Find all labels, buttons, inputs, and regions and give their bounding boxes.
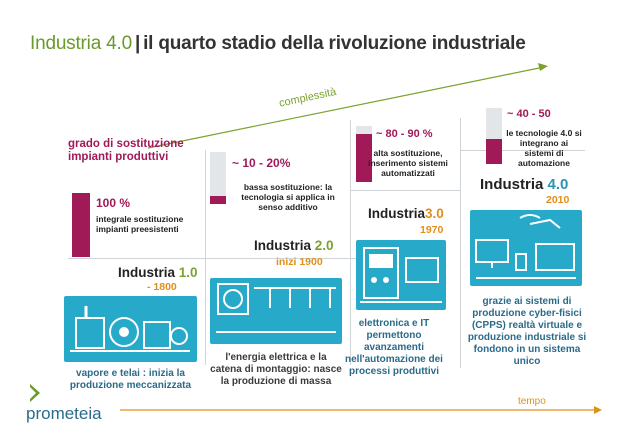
grid-line — [350, 120, 351, 365]
grid-line — [205, 258, 360, 259]
grid-line — [68, 258, 228, 259]
title-part2: il quarto stadio della rivoluzione indus… — [143, 33, 526, 54]
stage1-bar-fill — [72, 193, 90, 257]
stage1-substitution: integrale sostituzione impianti preesist… — [96, 214, 184, 234]
grid-line — [350, 190, 460, 191]
stage2-name: Industria — [254, 238, 312, 253]
stage1-percent: 100 % — [96, 196, 131, 210]
time-label: tempo — [518, 396, 546, 407]
stage4-name: Industria — [480, 176, 544, 193]
stage4-substitution: le tecnologie 4.0 si integrano ai sistem… — [506, 128, 582, 168]
stage3-percent: ~ 80 - 90 % — [376, 128, 433, 140]
stage1-name: Industria — [118, 265, 176, 280]
stage1-description: vapore e telai : inizia la produzione me… — [69, 368, 192, 391]
stage3-title: Industria3.0 — [368, 206, 444, 221]
stage3-bar-fill — [356, 134, 372, 182]
stage2-title: Industria 2.0 — [254, 238, 334, 253]
stage3-year: 1970 — [420, 224, 444, 236]
y-axis-label: grado di sostituzione impianti produttiv… — [68, 138, 184, 163]
stage1-title: Industria 1.0 — [118, 265, 198, 280]
stage4-version: 4.0 — [547, 176, 569, 193]
stage2-description: l'energia elettrica e la catena di monta… — [210, 352, 342, 387]
stage2-substitution: bassa sostituzione: la tecnologia si app… — [241, 182, 335, 212]
stage4-title: Industria 4.0 — [480, 176, 568, 193]
stage2-bar-bg — [210, 152, 226, 204]
stage2-bar-fill — [210, 196, 226, 204]
prometeia-logo-icon — [30, 384, 40, 402]
stage2-year: inizi 1900 — [276, 256, 323, 268]
stage1-illustration — [64, 296, 197, 362]
cyber-physical-icon — [475, 214, 576, 279]
grid-line — [460, 118, 461, 368]
stage4-description: grazie ai sistemi di produzione cyber-fi… — [467, 296, 587, 367]
page-title: Industria 4.0 | il quarto stadio della riv… — [30, 33, 526, 55]
title-part1: Industria 4.0 — [30, 33, 132, 54]
stage2-illustration — [210, 278, 342, 344]
stage3-description: elettronica e IT permettono avanzamenti … — [345, 318, 443, 377]
stage3-version: 3.0 — [425, 206, 444, 221]
stage4-year: 2010 — [546, 194, 570, 206]
steam-machine-icon — [70, 306, 190, 352]
grid-line — [460, 150, 585, 151]
stage4-percent: ~ 40 - 50 — [507, 108, 551, 120]
stage1-version: 1.0 — [178, 265, 198, 280]
grid-line — [205, 150, 206, 365]
stage2-percent: ~ 10 - 20% — [232, 156, 291, 170]
stage4-illustration — [470, 210, 582, 286]
stage2-version: 2.0 — [314, 238, 334, 253]
title-separator: | — [134, 33, 141, 54]
logo-mark — [28, 384, 42, 407]
stage3-illustration — [356, 240, 446, 310]
assembly-line-icon — [216, 283, 336, 333]
logo-text: prometeia — [26, 404, 102, 423]
stage1-year: - 1800 — [147, 281, 177, 293]
stage4-bar-fill — [486, 139, 502, 164]
stage3-substitution: alta sostituzione, inserimento sistemi a… — [368, 148, 448, 178]
stage3-name: Industria — [368, 206, 426, 221]
computer-machine-icon — [360, 247, 442, 303]
